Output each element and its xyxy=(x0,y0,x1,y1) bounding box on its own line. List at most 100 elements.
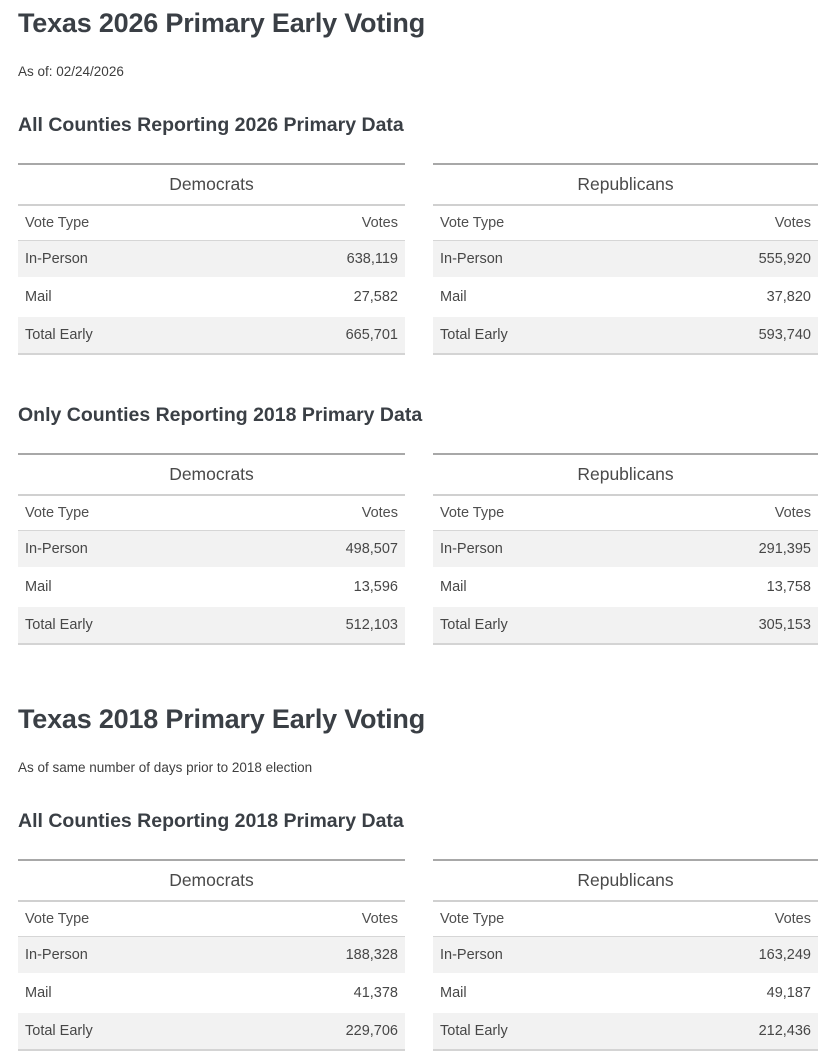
party-header-row: Democrats xyxy=(18,164,405,206)
party-header-row: Republicans xyxy=(433,164,818,206)
vote-type-cell: In-Person xyxy=(18,530,232,569)
republicans-table: Republicans Vote Type Votes In-Person 29… xyxy=(433,453,818,645)
votes-column-header: Votes xyxy=(231,205,405,241)
vote-type-column-header: Vote Type xyxy=(433,495,646,531)
vote-type-column-header: Vote Type xyxy=(18,901,232,937)
vote-type-cell: Mail xyxy=(18,974,232,1013)
tables-row: Democrats Vote Type Votes In-Person 498,… xyxy=(18,453,818,645)
table-row: In-Person 555,920 xyxy=(433,240,818,279)
column-header-row: Vote Type Votes xyxy=(433,205,818,241)
votes-cell: 555,920 xyxy=(645,240,818,279)
party-header: Republicans xyxy=(433,454,818,496)
as-of-note: As of same number of days prior to 2018 … xyxy=(18,760,313,775)
vote-type-cell: Total Early xyxy=(18,606,232,645)
party-header: Republicans xyxy=(433,164,818,206)
column-header-row: Vote Type Votes xyxy=(18,901,405,937)
votes-column-header: Votes xyxy=(645,901,818,937)
votes-cell: 13,758 xyxy=(645,568,818,607)
table-row: Mail 49,187 xyxy=(433,974,818,1013)
vote-type-cell: Mail xyxy=(18,278,232,317)
vote-type-cell: Total Early xyxy=(433,316,646,355)
votes-cell: 512,103 xyxy=(231,606,405,645)
page-title: Texas 2018 Primary Early Voting xyxy=(18,704,426,734)
table-row: Total Early 305,153 xyxy=(433,606,818,645)
table-row: In-Person 188,328 xyxy=(18,936,405,975)
table-row: Mail 37,820 xyxy=(433,278,818,317)
republicans-table: Republicans Vote Type Votes In-Person 55… xyxy=(433,163,818,355)
votes-cell: 665,701 xyxy=(231,316,405,355)
party-header: Democrats xyxy=(18,454,405,496)
column-header-row: Vote Type Votes xyxy=(18,205,405,241)
votes-column-header: Votes xyxy=(231,495,405,531)
vote-type-column-header: Vote Type xyxy=(433,901,646,937)
column-header-row: Vote Type Votes xyxy=(18,495,405,531)
as-of-date: As of: 02/24/2026 xyxy=(18,64,124,79)
section-heading: All Counties Reporting 2018 Primary Data xyxy=(18,810,404,832)
votes-column-header: Votes xyxy=(645,495,818,531)
section-heading: All Counties Reporting 2026 Primary Data xyxy=(18,114,404,136)
party-header-row: Democrats xyxy=(18,860,405,902)
table-row: Total Early 593,740 xyxy=(433,316,818,355)
democrats-table: Democrats Vote Type Votes In-Person 188,… xyxy=(18,859,405,1051)
vote-type-cell: In-Person xyxy=(433,240,646,279)
table-row: In-Person 498,507 xyxy=(18,530,405,569)
votes-cell: 212,436 xyxy=(645,1012,818,1051)
column-header-row: Vote Type Votes xyxy=(433,901,818,937)
votes-column-header: Votes xyxy=(645,205,818,241)
votes-column-header: Votes xyxy=(231,901,405,937)
vote-type-cell: Total Early xyxy=(18,1012,232,1051)
tables-row: Democrats Vote Type Votes In-Person 638,… xyxy=(18,163,818,355)
votes-cell: 593,740 xyxy=(645,316,818,355)
table-row: In-Person 163,249 xyxy=(433,936,818,975)
table-row: Total Early 229,706 xyxy=(18,1012,405,1051)
table-row: Total Early 212,436 xyxy=(433,1012,818,1051)
vote-type-cell: Mail xyxy=(433,974,646,1013)
vote-type-cell: Mail xyxy=(18,568,232,607)
vote-type-cell: Total Early xyxy=(433,606,646,645)
democrats-table: Democrats Vote Type Votes In-Person 638,… xyxy=(18,163,405,355)
table-row: Total Early 512,103 xyxy=(18,606,405,645)
vote-type-column-header: Vote Type xyxy=(18,495,232,531)
party-header: Democrats xyxy=(18,164,405,206)
party-header-row: Democrats xyxy=(18,454,405,496)
democrats-table: Democrats Vote Type Votes In-Person 498,… xyxy=(18,453,405,645)
votes-cell: 638,119 xyxy=(231,240,405,279)
vote-type-cell: Total Early xyxy=(433,1012,646,1051)
votes-cell: 163,249 xyxy=(645,936,818,975)
vote-type-cell: Mail xyxy=(433,278,646,317)
vote-type-column-header: Vote Type xyxy=(18,205,232,241)
table-row: In-Person 638,119 xyxy=(18,240,405,279)
votes-cell: 13,596 xyxy=(231,568,405,607)
vote-type-cell: Mail xyxy=(433,568,646,607)
table-row: Total Early 665,701 xyxy=(18,316,405,355)
table-row: Mail 13,758 xyxy=(433,568,818,607)
table-row: Mail 41,378 xyxy=(18,974,405,1013)
tables-row: Democrats Vote Type Votes In-Person 188,… xyxy=(18,859,818,1051)
vote-type-cell: In-Person xyxy=(18,240,232,279)
party-header-row: Republicans xyxy=(433,454,818,496)
votes-cell: 41,378 xyxy=(231,974,405,1013)
votes-cell: 37,820 xyxy=(645,278,818,317)
votes-cell: 229,706 xyxy=(231,1012,405,1051)
votes-cell: 27,582 xyxy=(231,278,405,317)
vote-type-cell: In-Person xyxy=(433,936,646,975)
votes-cell: 188,328 xyxy=(231,936,405,975)
page-title: Texas 2026 Primary Early Voting xyxy=(18,8,426,38)
votes-cell: 49,187 xyxy=(645,974,818,1013)
votes-cell: 305,153 xyxy=(645,606,818,645)
vote-type-column-header: Vote Type xyxy=(433,205,646,241)
table-row: In-Person 291,395 xyxy=(433,530,818,569)
table-row: Mail 27,582 xyxy=(18,278,405,317)
party-header: Republicans xyxy=(433,860,818,902)
vote-type-cell: Total Early xyxy=(18,316,232,355)
party-header-row: Republicans xyxy=(433,860,818,902)
column-header-row: Vote Type Votes xyxy=(433,495,818,531)
vote-type-cell: In-Person xyxy=(18,936,232,975)
section-heading: Only Counties Reporting 2018 Primary Dat… xyxy=(18,404,423,426)
party-header: Democrats xyxy=(18,860,405,902)
votes-cell: 291,395 xyxy=(645,530,818,569)
votes-cell: 498,507 xyxy=(231,530,405,569)
table-row: Mail 13,596 xyxy=(18,568,405,607)
vote-type-cell: In-Person xyxy=(433,530,646,569)
